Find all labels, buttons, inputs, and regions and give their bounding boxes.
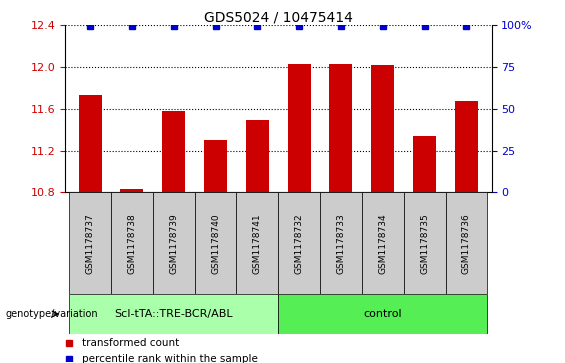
Bar bbox=[204, 140, 227, 192]
Text: GSM1178739: GSM1178739 bbox=[169, 213, 178, 274]
Text: GSM1178741: GSM1178741 bbox=[253, 213, 262, 274]
Bar bbox=[455, 101, 478, 192]
Bar bbox=[246, 121, 269, 192]
Bar bbox=[153, 192, 194, 294]
Text: ScI-tTA::TRE-BCR/ABL: ScI-tTA::TRE-BCR/ABL bbox=[114, 309, 233, 319]
Text: GSM1178738: GSM1178738 bbox=[127, 213, 136, 274]
Bar bbox=[279, 294, 488, 334]
Text: GSM1178732: GSM1178732 bbox=[295, 213, 303, 274]
Bar bbox=[404, 192, 446, 294]
Bar bbox=[288, 64, 311, 192]
Text: GSM1178734: GSM1178734 bbox=[379, 213, 388, 274]
Text: transformed count: transformed count bbox=[82, 338, 179, 348]
Bar bbox=[371, 65, 394, 192]
Bar bbox=[120, 189, 144, 192]
Bar bbox=[162, 111, 185, 192]
Text: GSM1178740: GSM1178740 bbox=[211, 213, 220, 274]
Bar bbox=[320, 192, 362, 294]
Bar bbox=[69, 192, 111, 294]
Bar bbox=[79, 95, 102, 192]
Text: GSM1178737: GSM1178737 bbox=[85, 213, 94, 274]
Text: GSM1178733: GSM1178733 bbox=[337, 213, 345, 274]
Text: control: control bbox=[363, 309, 402, 319]
Title: GDS5024 / 10475414: GDS5024 / 10475414 bbox=[204, 10, 353, 24]
Bar bbox=[362, 192, 404, 294]
Bar bbox=[69, 294, 279, 334]
Bar bbox=[194, 192, 236, 294]
Bar bbox=[236, 192, 279, 294]
Bar bbox=[413, 136, 436, 192]
Bar bbox=[279, 192, 320, 294]
Text: GSM1178736: GSM1178736 bbox=[462, 213, 471, 274]
Bar bbox=[446, 192, 488, 294]
Text: genotype/variation: genotype/variation bbox=[6, 309, 98, 319]
Bar bbox=[111, 192, 153, 294]
Bar bbox=[329, 64, 353, 192]
Text: GSM1178735: GSM1178735 bbox=[420, 213, 429, 274]
Text: percentile rank within the sample: percentile rank within the sample bbox=[82, 354, 258, 363]
